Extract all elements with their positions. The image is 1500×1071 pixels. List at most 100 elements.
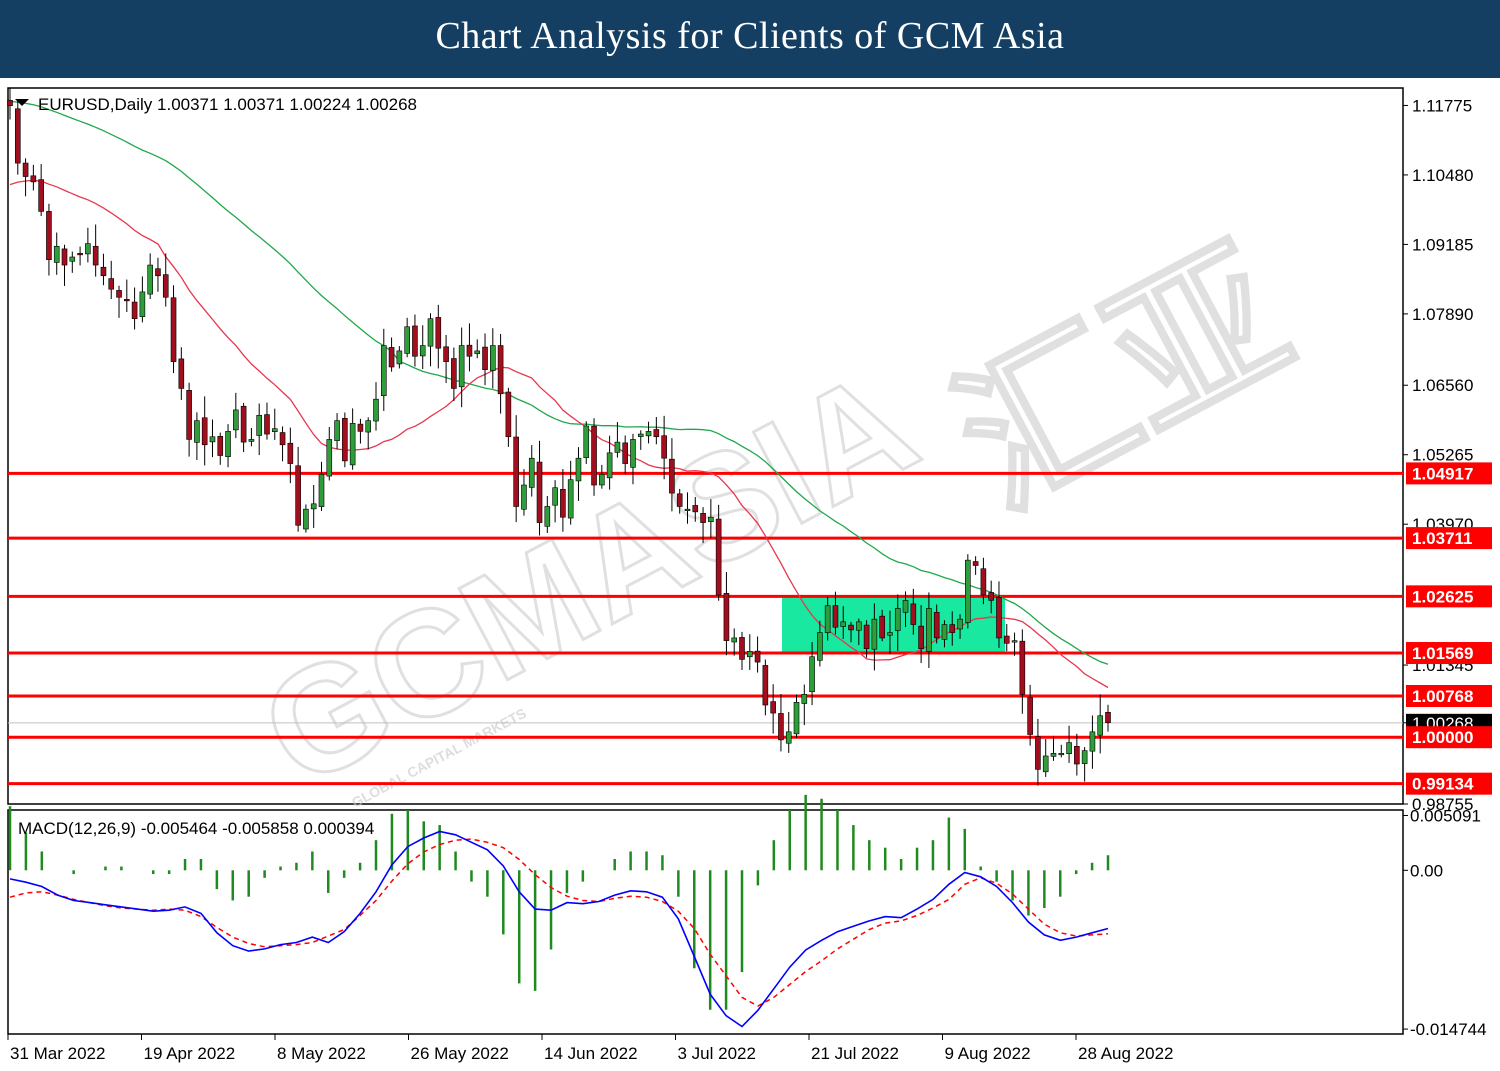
candle-body [30, 175, 37, 183]
candle-body [933, 612, 940, 639]
candle-body [528, 457, 535, 488]
candle-body [669, 458, 675, 494]
x-tick-label: 9 Aug 2022 [945, 1044, 1031, 1063]
candle-body [124, 299, 130, 302]
candle-body [583, 425, 590, 458]
page-title: Chart Analysis for Clients of GCM Asia [435, 15, 1065, 57]
candle-body [458, 345, 465, 388]
candle-body [793, 702, 800, 735]
price-tick-label: 1.11775 [1412, 96, 1472, 115]
level-label-box [1406, 684, 1492, 707]
candle-body [980, 568, 987, 596]
candle-body [824, 605, 831, 634]
candle-body [809, 656, 815, 693]
candle-body [1097, 715, 1104, 736]
level-label: 1.01569 [1412, 644, 1473, 663]
candle-body [957, 618, 963, 630]
candle-body [1035, 736, 1041, 770]
candle-body [201, 417, 208, 446]
candle-body [996, 596, 1002, 639]
candle-body [108, 278, 115, 290]
candle-body [497, 345, 504, 395]
candle-body [162, 274, 169, 298]
level-label: 1.02625 [1412, 587, 1473, 606]
candle-body [894, 608, 901, 631]
candle-body [217, 436, 224, 456]
x-tick-label: 26 May 2022 [411, 1044, 509, 1063]
x-tick-label: 8 May 2022 [277, 1044, 366, 1063]
candle-body [622, 442, 628, 464]
candle-body [287, 442, 294, 464]
candle-body [567, 479, 574, 519]
candle-body [451, 358, 457, 389]
candle-body [155, 268, 161, 277]
candle-body [552, 487, 558, 506]
candle-body [147, 264, 153, 295]
candle-body [7, 100, 13, 107]
candle-body [474, 350, 481, 354]
candle-body [170, 297, 177, 362]
candle-body [692, 505, 699, 513]
candle-body [1011, 640, 1018, 643]
candle-body [46, 211, 52, 260]
symbol-info-text: EURUSD,Daily 1.00371 1.00371 1.00224 1.0… [38, 95, 417, 114]
candle-body [1074, 746, 1080, 765]
candle-body [419, 345, 426, 357]
symbol-info[interactable]: EURUSD,Daily 1.00371 1.00371 1.00224 1.0… [15, 95, 417, 114]
candle-body [762, 665, 769, 706]
candle-body [879, 615, 885, 639]
candle-body [131, 301, 138, 320]
level-label-box [1406, 642, 1492, 665]
candle-body [1003, 635, 1010, 644]
candle-body [700, 513, 706, 523]
x-tick-label: 3 Jul 2022 [678, 1044, 756, 1063]
collapse-triangle-icon[interactable] [15, 99, 29, 106]
candle-body [902, 600, 909, 613]
price-tick-label: 1.10480 [1412, 166, 1473, 185]
candle-body [1066, 742, 1072, 754]
candle-body [427, 318, 434, 347]
candle-body [186, 390, 192, 440]
candle-body [85, 243, 91, 255]
candle-body [248, 439, 255, 442]
candle-body [715, 518, 722, 596]
candle-body [380, 345, 387, 397]
candle-body [513, 436, 519, 507]
level-label-box [1406, 462, 1492, 485]
candle-body [412, 325, 418, 357]
candle-body [887, 632, 893, 636]
candle-body [466, 344, 473, 357]
level-label-box [1406, 726, 1492, 749]
candle-body [521, 484, 527, 510]
candle-body [1058, 752, 1065, 756]
candle-body [560, 488, 566, 518]
x-tick-label: 28 Aug 2022 [1078, 1044, 1173, 1063]
candle-body [349, 423, 356, 466]
x-tick-label: 19 Apr 2022 [144, 1044, 236, 1063]
x-tick-label: 21 Jul 2022 [811, 1044, 899, 1063]
level-label: 1.03711 [1412, 529, 1473, 548]
candle-body [271, 428, 278, 433]
candle-body [840, 621, 847, 627]
candle-body [1081, 750, 1088, 764]
candle-body [365, 420, 372, 433]
candle-body [606, 452, 613, 479]
candle-body [240, 405, 247, 443]
candle-body [661, 435, 667, 459]
candle-body [591, 425, 597, 486]
consolidation-zone [782, 596, 1005, 654]
candle-body [941, 624, 948, 640]
candle-body [505, 391, 512, 438]
candle-body [61, 248, 68, 266]
candle-body [832, 605, 839, 628]
candle-body [1019, 640, 1026, 695]
ma-slow-line [9, 100, 1109, 665]
x-tick-label: 14 Jun 2022 [544, 1044, 638, 1063]
candle-body [708, 516, 714, 522]
candle-body [544, 506, 551, 527]
candle-body [536, 461, 543, 523]
candle-body [817, 632, 823, 661]
candle-body [1050, 752, 1057, 757]
candle-body [443, 346, 449, 362]
